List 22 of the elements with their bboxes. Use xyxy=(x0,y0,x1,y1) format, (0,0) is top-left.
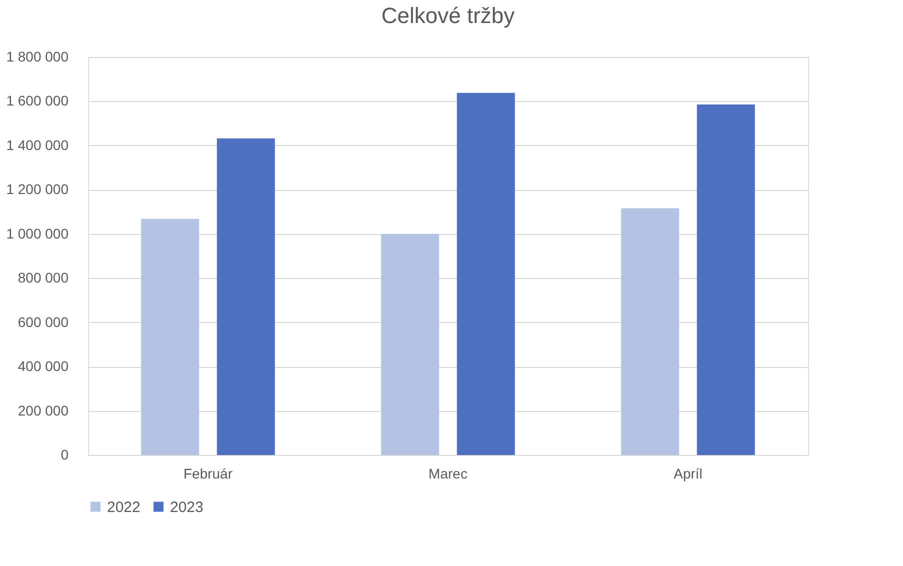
x-tick-label: Február xyxy=(183,466,233,482)
y-tick-label: 600 000 xyxy=(18,314,69,330)
x-tick-label: Marec xyxy=(428,466,468,482)
bar xyxy=(141,218,200,455)
y-tick-label: 800 000 xyxy=(18,270,69,286)
bar xyxy=(381,234,440,455)
chart-title: Celkové tržby xyxy=(381,3,515,28)
y-tick-label: 0 xyxy=(60,446,69,462)
y-tick-label: 1 600 000 xyxy=(6,92,69,109)
legend-label: 2022 xyxy=(107,498,140,516)
bar xyxy=(216,138,275,455)
y-tick-label: 1 000 000 xyxy=(6,225,69,242)
legend-label: 2023 xyxy=(170,498,204,516)
bar xyxy=(696,104,755,455)
bar xyxy=(621,208,680,455)
y-tick-label: 200 000 xyxy=(18,402,69,418)
x-tick-label: Apríl xyxy=(674,466,702,482)
y-tick-label: 400 000 xyxy=(18,358,69,374)
y-tick-label: 1 200 000 xyxy=(6,181,69,198)
y-tick-label: 1 400 000 xyxy=(6,136,69,153)
y-tick-label: 1 800 000 xyxy=(6,48,69,64)
bar xyxy=(456,92,515,455)
